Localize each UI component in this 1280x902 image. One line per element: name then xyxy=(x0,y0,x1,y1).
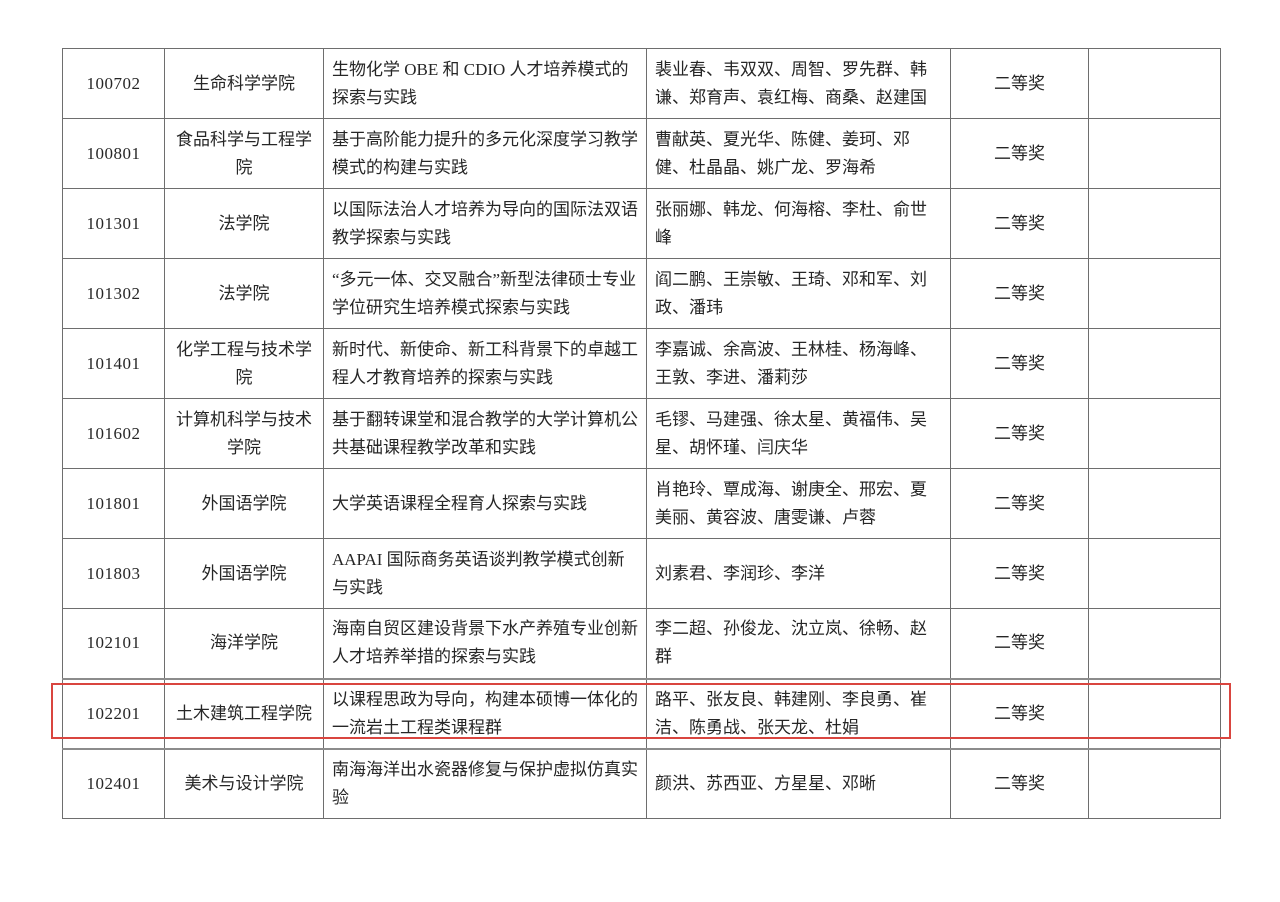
cell-title: 基于高阶能力提升的多元化深度学习教学模式的构建与实践 xyxy=(323,118,647,189)
cell-award: 二等奖 xyxy=(950,608,1089,679)
cell-title: 大学英语课程全程育人探索与实践 xyxy=(323,468,647,539)
cell-award: 二等奖 xyxy=(950,398,1089,469)
cell-award: 二等奖 xyxy=(950,118,1089,189)
cell-college: 外国语学院 xyxy=(164,468,324,539)
cell-code: 102101 xyxy=(62,608,165,679)
table-row: 102401 美术与设计学院 南海海洋出水瓷器修复与保护虚拟仿真实验 颜洪、苏西… xyxy=(62,748,1221,819)
cell-title: 新时代、新使命、新工科背景下的卓越工程人才教育培养的探索与实践 xyxy=(323,328,647,399)
awards-table-body: 100702 生命科学学院 生物化学 OBE 和 CDIO 人才培养模式的探索与… xyxy=(62,48,1221,819)
cell-code: 101401 xyxy=(62,328,165,399)
table-row: 102101 海洋学院 海南自贸区建设背景下水产养殖专业创新人才培养举措的探索与… xyxy=(62,608,1221,679)
cell-college: 食品科学与工程学院 xyxy=(164,118,324,189)
cell-members: 阎二鹏、王崇敏、王琦、邓和军、刘政、潘玮 xyxy=(646,258,951,329)
cell-extra xyxy=(1088,48,1221,119)
cell-college: 美术与设计学院 xyxy=(164,748,324,819)
cell-extra xyxy=(1088,748,1221,819)
cell-members: 曹献英、夏光华、陈健、姜珂、邓健、杜晶晶、姚广龙、罗海希 xyxy=(646,118,951,189)
cell-members: 毛镠、马建强、徐太星、黄福伟、吴星、胡怀瑾、闫庆华 xyxy=(646,398,951,469)
cell-award: 二等奖 xyxy=(950,748,1089,819)
cell-code: 101602 xyxy=(62,398,165,469)
cell-members: 张丽娜、韩龙、何海榕、李杜、俞世峰 xyxy=(646,188,951,259)
cell-award: 二等奖 xyxy=(950,188,1089,259)
cell-title: 以课程思政为导向，构建本硕博一体化的一流岩土工程类课程群 xyxy=(323,677,647,750)
cell-code: 101803 xyxy=(62,538,165,609)
cell-college: 土木建筑工程学院 xyxy=(164,677,324,750)
cell-award: 二等奖 xyxy=(950,538,1089,609)
table-row: 101602 计算机科学与技术学院 基于翻转课堂和混合教学的大学计算机公共基础课… xyxy=(62,398,1221,469)
table-row: 102201 土木建筑工程学院 以课程思政为导向，构建本硕博一体化的一流岩土工程… xyxy=(62,677,1221,750)
cell-college: 外国语学院 xyxy=(164,538,324,609)
cell-extra xyxy=(1088,188,1221,259)
cell-extra xyxy=(1088,258,1221,329)
cell-extra xyxy=(1088,398,1221,469)
cell-code: 101801 xyxy=(62,468,165,539)
cell-college: 法学院 xyxy=(164,258,324,329)
cell-title: 海南自贸区建设背景下水产养殖专业创新人才培养举措的探索与实践 xyxy=(323,608,647,679)
cell-extra xyxy=(1088,677,1221,750)
table-row: 101302 法学院 “多元一体、交叉融合”新型法律硕士专业学位研究生培养模式探… xyxy=(62,258,1221,329)
cell-members: 肖艳玲、覃成海、谢庚全、邢宏、夏美丽、黄容波、唐雯谦、卢蓉 xyxy=(646,468,951,539)
cell-code: 101302 xyxy=(62,258,165,329)
table-row: 101301 法学院 以国际法治人才培养为导向的国际法双语教学探索与实践 张丽娜… xyxy=(62,188,1221,259)
cell-members: 颜洪、苏西亚、方星星、邓晰 xyxy=(646,748,951,819)
cell-code: 100801 xyxy=(62,118,165,189)
cell-title: 南海海洋出水瓷器修复与保护虚拟仿真实验 xyxy=(323,748,647,819)
cell-college: 化学工程与技术学院 xyxy=(164,328,324,399)
cell-award: 二等奖 xyxy=(950,677,1089,750)
cell-title: AAPAI 国际商务英语谈判教学模式创新与实践 xyxy=(323,538,647,609)
table-row: 100702 生命科学学院 生物化学 OBE 和 CDIO 人才培养模式的探索与… xyxy=(62,48,1221,119)
cell-members: 刘素君、李润珍、李洋 xyxy=(646,538,951,609)
cell-award: 二等奖 xyxy=(950,48,1089,119)
cell-title: 基于翻转课堂和混合教学的大学计算机公共基础课程教学改革和实践 xyxy=(323,398,647,469)
cell-members: 路平、张友良、韩建刚、李良勇、崔洁、陈勇战、张天龙、杜娟 xyxy=(646,677,951,750)
table-row: 101801 外国语学院 大学英语课程全程育人探索与实践 肖艳玲、覃成海、谢庚全… xyxy=(62,468,1221,539)
cell-award: 二等奖 xyxy=(950,328,1089,399)
cell-title: 以国际法治人才培养为导向的国际法双语教学探索与实践 xyxy=(323,188,647,259)
cell-college: 海洋学院 xyxy=(164,608,324,679)
cell-college: 法学院 xyxy=(164,188,324,259)
cell-members: 李二超、孙俊龙、沈立岚、徐畅、赵群 xyxy=(646,608,951,679)
cell-extra xyxy=(1088,328,1221,399)
awards-table: 100702 生命科学学院 生物化学 OBE 和 CDIO 人才培养模式的探索与… xyxy=(62,48,1221,819)
cell-title: “多元一体、交叉融合”新型法律硕士专业学位研究生培养模式探索与实践 xyxy=(323,258,647,329)
table-row: 100801 食品科学与工程学院 基于高阶能力提升的多元化深度学习教学模式的构建… xyxy=(62,118,1221,189)
cell-extra xyxy=(1088,608,1221,679)
table-row: 101401 化学工程与技术学院 新时代、新使命、新工科背景下的卓越工程人才教育… xyxy=(62,328,1221,399)
cell-code: 102201 xyxy=(62,677,165,750)
cell-title: 生物化学 OBE 和 CDIO 人才培养模式的探索与实践 xyxy=(323,48,647,119)
cell-college: 生命科学学院 xyxy=(164,48,324,119)
cell-extra xyxy=(1088,118,1221,189)
cell-members: 裴业春、韦双双、周智、罗先群、韩谦、郑育声、袁红梅、商桑、赵建国 xyxy=(646,48,951,119)
cell-extra xyxy=(1088,468,1221,539)
cell-code: 102401 xyxy=(62,748,165,819)
cell-award: 二等奖 xyxy=(950,468,1089,539)
cell-extra xyxy=(1088,538,1221,609)
cell-award: 二等奖 xyxy=(950,258,1089,329)
cell-code: 100702 xyxy=(62,48,165,119)
cell-code: 101301 xyxy=(62,188,165,259)
cell-members: 李嘉诚、余高波、王林桂、杨海峰、王敦、李进、潘莉莎 xyxy=(646,328,951,399)
table-row: 101803 外国语学院 AAPAI 国际商务英语谈判教学模式创新与实践 刘素君… xyxy=(62,538,1221,609)
cell-college: 计算机科学与技术学院 xyxy=(164,398,324,469)
